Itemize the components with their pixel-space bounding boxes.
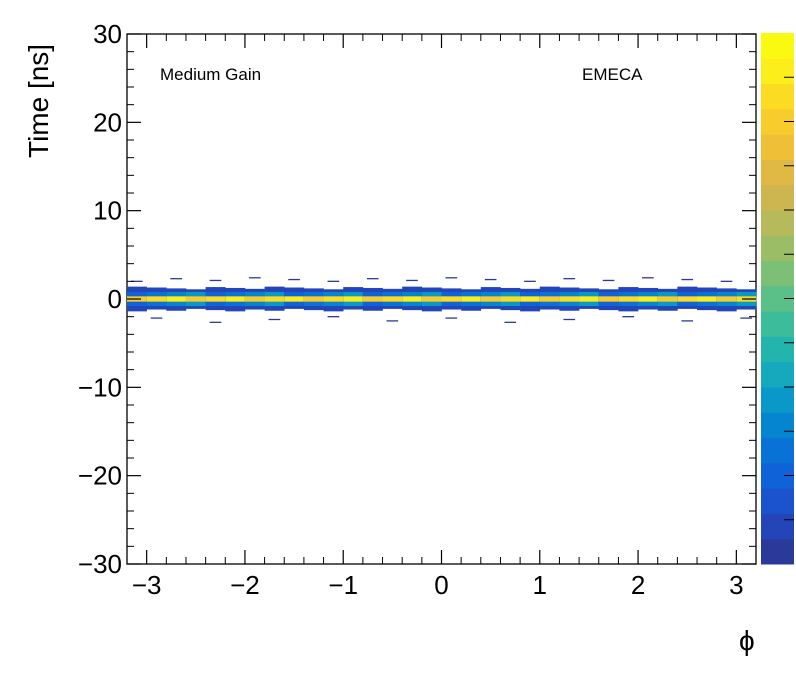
heatmap-cell (480, 296, 501, 302)
heatmap-cell (166, 296, 187, 302)
y-tick-label: −10 (78, 372, 122, 402)
x-tick-label: 0 (434, 570, 448, 600)
heatmap-cell (146, 296, 167, 302)
colorbar-segment (761, 488, 794, 514)
heatmap-cell (382, 296, 403, 302)
heatmap-cell (598, 296, 619, 302)
y-tick-label: 10 (93, 196, 122, 226)
heatmap-cell (244, 296, 265, 302)
colorbar-segment (761, 513, 794, 540)
heatmap-cell (500, 296, 521, 302)
y-axis-title: Time [ns] (23, 44, 54, 158)
heatmap-cell (579, 296, 600, 302)
y-tick-label: 0 (108, 284, 122, 314)
colorbar-segment (761, 260, 794, 287)
x-tick-label: −3 (132, 570, 162, 600)
colorbar-segment (761, 387, 794, 413)
heatmap-band (127, 277, 757, 323)
colorbar-segment (761, 184, 794, 211)
colorbar-segment (761, 538, 794, 565)
axis-ticks (126, 33, 757, 565)
heatmap-cell (461, 296, 482, 302)
heatmap-cell (343, 296, 364, 302)
annotation-right: EMECA (582, 65, 643, 84)
heatmap-cell (323, 296, 344, 302)
heatmap-cell (303, 296, 324, 302)
heatmap-cell (677, 296, 698, 302)
annotation-left: Medium Gain (160, 65, 261, 84)
heatmap-cell (421, 296, 442, 302)
colorbar-segment (761, 159, 794, 186)
heatmap-cell (520, 296, 541, 302)
heatmap-cell (697, 296, 717, 302)
heatmap-cell (716, 296, 737, 302)
heatmap-cell (402, 296, 423, 302)
heatmap-cell (539, 296, 560, 302)
y-tick-label: 30 (93, 19, 122, 49)
colorbar-segment (761, 235, 794, 262)
colorbar-segment (761, 83, 794, 110)
colorbar-segment (761, 311, 794, 337)
colorbar-segment (761, 134, 794, 160)
heatmap-cell (638, 296, 659, 302)
colorbar-segment (761, 437, 794, 464)
colorbar-segment (761, 336, 794, 363)
y-tick-label: −20 (78, 461, 122, 491)
colorbar-segment (761, 210, 794, 236)
heatmap-cell (657, 296, 678, 302)
heatmap-cell (225, 296, 246, 302)
colorbar-segment (761, 58, 794, 85)
colorbar-segment (761, 361, 794, 388)
x-tick-label: 3 (729, 570, 743, 600)
colorbar (761, 33, 794, 565)
heatmap-cell (264, 296, 285, 302)
heatmap-cell (284, 296, 305, 302)
y-tick-label: 20 (93, 107, 122, 137)
heatmap-cell (441, 296, 462, 302)
x-tick-label: 2 (631, 570, 645, 600)
heatmap-cell (559, 296, 580, 302)
heatmap-cell (618, 296, 639, 302)
heatmap-cell (185, 296, 206, 302)
x-tick-label: −2 (230, 570, 260, 600)
y-tick-label: −30 (78, 549, 122, 579)
x-axis-title: ϕ (739, 625, 755, 656)
heatmap-cell (205, 296, 226, 302)
colorbar-segment (761, 33, 794, 59)
x-tick-label: −1 (328, 570, 358, 600)
colorbar-segment (761, 412, 794, 439)
heatmap-cell (362, 296, 383, 302)
x-tick-label: 1 (533, 570, 547, 600)
